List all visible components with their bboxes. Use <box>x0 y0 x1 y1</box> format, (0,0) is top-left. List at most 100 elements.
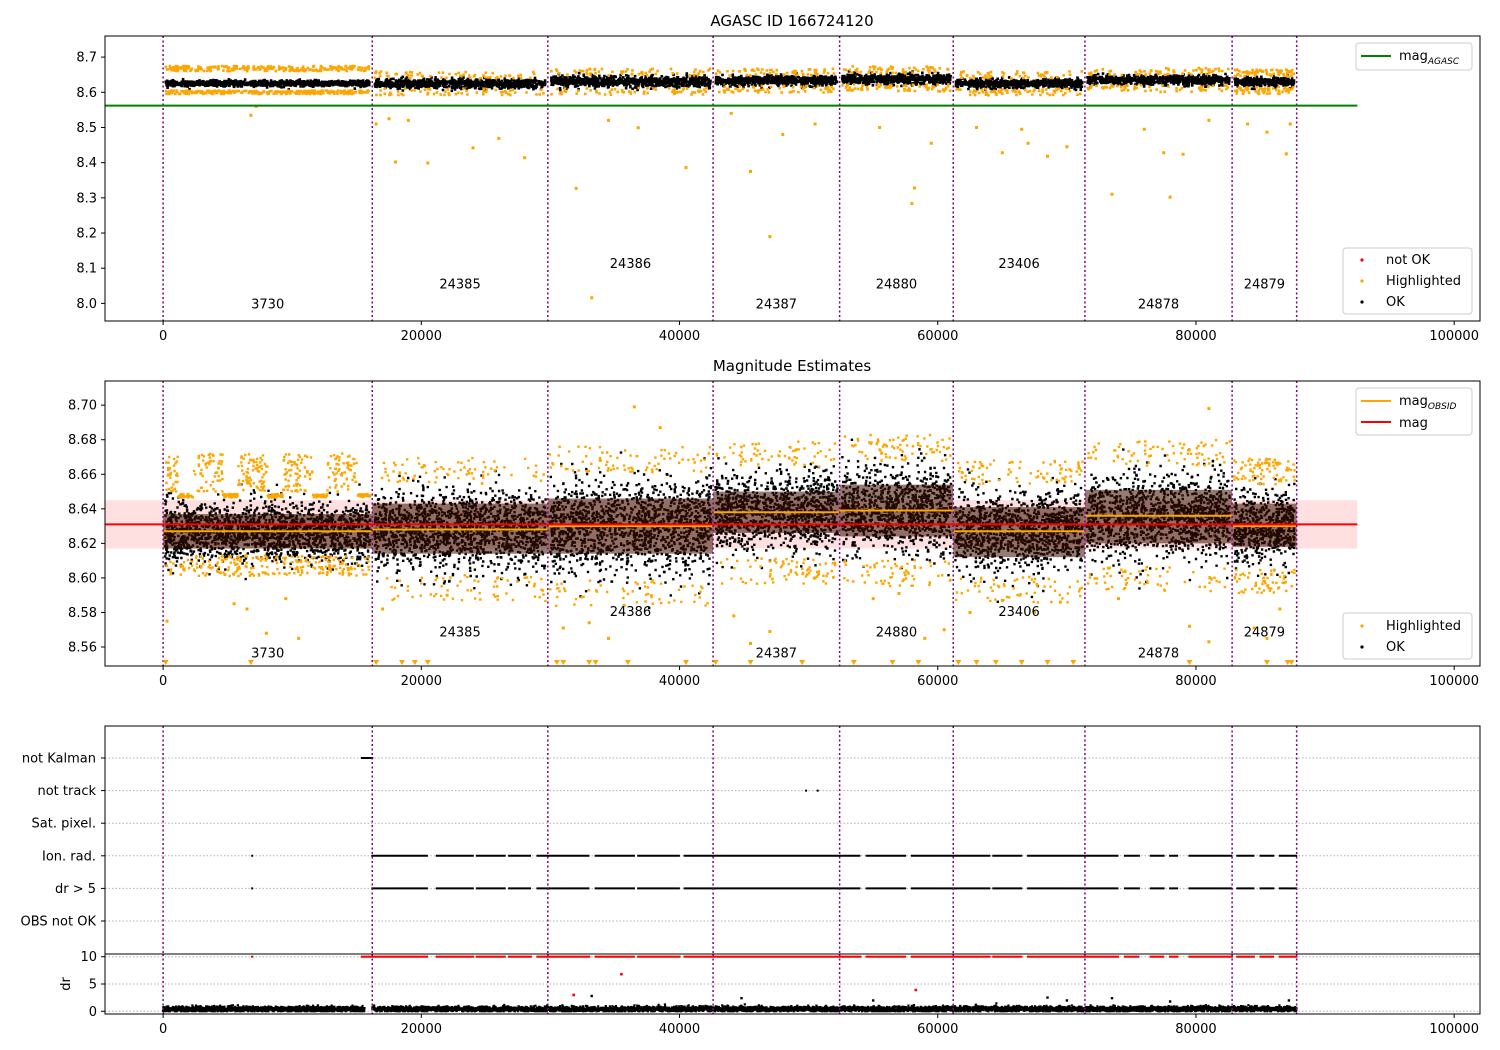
y-tick-label: 8.62 <box>68 537 97 552</box>
clipped-low-marker <box>592 660 599 665</box>
panel-magnitude-estimates-obsid-labels: 3730 24385 24386 24387 24880 23406 24878 24879 <box>251 605 1285 661</box>
legend-ok-label: OK <box>1386 295 1405 310</box>
panel-agasc-frame <box>104 35 1481 322</box>
panel-agasc-lines <box>105 36 1358 321</box>
y-tick-label: 8.66 <box>68 468 97 483</box>
x-tick-label: 20000 <box>401 674 442 689</box>
flag-label: dr > 5 <box>55 882 96 897</box>
clipped-low-marker <box>1284 660 1291 665</box>
obsid-label-23406: 23406 <box>998 605 1039 620</box>
y-tick-label: 8.5 <box>76 121 97 136</box>
clipped-low-marker <box>799 660 806 665</box>
panel-magnitude-estimates-title: Magnitude Estimates <box>713 357 871 375</box>
legend-not-ok-label: not OK <box>1386 253 1431 268</box>
panel-flags: not Kalman not track Sat. pixel. Ion. rad. d… <box>21 725 1481 955</box>
legend-mag-obsid-label: magOBSID <box>1399 394 1457 412</box>
y-tick-label: 8.7 <box>76 51 97 66</box>
y-tick-label: 8.60 <box>68 571 97 586</box>
y-tick-label: 10 <box>80 950 97 965</box>
dr-not-ok-outliers <box>572 972 918 997</box>
panel-dr-yaxis: 0 5 10 <box>80 950 105 1020</box>
panel-agasc: AGASC ID 166724120 3730 24385 24386 24387 24… <box>76 12 1481 344</box>
clipped-low-marker <box>373 660 380 665</box>
y-tick-label: 8.64 <box>68 502 97 517</box>
obsid-label-24879: 24879 <box>1244 626 1285 641</box>
dr-ok-points <box>162 1002 1298 1013</box>
clipped-low-marker <box>624 660 631 665</box>
legend-highlighted-swatch <box>1360 279 1364 283</box>
legend-ok-swatch-2 <box>1360 645 1364 649</box>
obsid-label-3730: 3730 <box>251 298 284 313</box>
legend-highlighted-label-2: Highlighted <box>1386 619 1461 634</box>
legend-agasc-points: not OK Highlighted OK <box>1342 247 1473 315</box>
panel-dr-grid <box>105 956 1480 1012</box>
flag-points-0 <box>360 757 374 759</box>
obsid-label-24387: 24387 <box>756 646 797 661</box>
obsid-label-24387: 24387 <box>756 298 797 313</box>
clipped-low-marker <box>1018 660 1025 665</box>
x-tick-label: 40000 <box>659 329 700 344</box>
y-tick-label: 8.4 <box>76 156 97 171</box>
y-tick-label: 0 <box>89 1005 97 1020</box>
flag-label: not track <box>37 784 96 799</box>
legend-agasc-line: magAGASC <box>1355 42 1473 71</box>
panel-dr: 0 5 10 0 20000 40000 60000 80000 100000 dr <box>59 950 1481 1037</box>
x-tick-label: 20000 <box>401 329 442 344</box>
flag-points-3 <box>251 854 1298 857</box>
clipped-low-marker <box>553 660 560 665</box>
legend-ok-swatch <box>1360 300 1364 304</box>
clipped-low-marker <box>712 660 719 665</box>
y-tick-label: 5 <box>89 978 97 993</box>
x-tick-label: 80000 <box>1175 1022 1216 1037</box>
flag-label: not Kalman <box>22 752 96 767</box>
clipped-low-marker <box>1186 660 1193 665</box>
ok-points <box>164 70 1296 93</box>
clipped-low-marker <box>560 660 567 665</box>
panel-agasc-title: AGASC ID 166724120 <box>710 12 873 30</box>
flag-label: OBS not OK <box>21 915 97 930</box>
clipped-low-marker <box>889 660 896 665</box>
legend-not-ok-swatch <box>1360 258 1364 262</box>
dr-clipped-points <box>251 955 1298 958</box>
x-tick-label: 0 <box>159 329 167 344</box>
obsid-label-24385: 24385 <box>439 277 480 292</box>
y-tick-label: 8.2 <box>76 227 97 242</box>
legend-magnitude-points: Highlighted OK <box>1342 612 1473 660</box>
obsid-label-24880: 24880 <box>876 626 917 641</box>
x-tick-label: 60000 <box>917 1022 958 1037</box>
obsid-label-24385: 24385 <box>439 626 480 641</box>
panel-flags-grid <box>105 757 1480 922</box>
clipped-low-marker <box>992 660 999 665</box>
panel-agasc-xaxis: 0 20000 40000 60000 80000 100000 <box>159 321 1479 344</box>
x-tick-label: 80000 <box>1175 674 1216 689</box>
panel-magnitude-estimates-yaxis: 8.56 8.58 8.60 8.62 8.64 8.66 8.68 8.70 <box>68 399 105 656</box>
x-tick-label: 0 <box>159 674 167 689</box>
x-tick-label: 80000 <box>1175 329 1216 344</box>
y-tick-label: 8.1 <box>76 262 97 277</box>
y-tick-label: 8.6 <box>76 86 97 101</box>
x-tick-label: 100000 <box>1429 674 1479 689</box>
panel-flags-points <box>251 757 1298 890</box>
obsid-label-24880: 24880 <box>876 277 917 292</box>
clipped-low-marker <box>973 660 980 665</box>
legend-highlighted-swatch-2 <box>1360 624 1364 628</box>
clipped-low-marker <box>747 660 754 665</box>
y-tick-label: 8.58 <box>68 606 97 621</box>
y-tick-label: 8.3 <box>76 191 97 206</box>
x-tick-label: 100000 <box>1429 1022 1479 1037</box>
clipped-low-marker <box>398 660 405 665</box>
clipped-low-marker <box>915 660 922 665</box>
obsid-label-24386: 24386 <box>610 257 651 272</box>
panel-dr-ylabel: dr <box>59 977 74 991</box>
clipped-low-marker <box>1044 660 1051 665</box>
obsid-label-3730: 3730 <box>251 646 284 661</box>
obsid-label-24878: 24878 <box>1138 646 1179 661</box>
panel-magnitude-estimates-lines <box>105 381 1358 666</box>
legend-mag-agasc-label: magAGASC <box>1399 49 1460 67</box>
clipped-low-marker <box>1070 660 1077 665</box>
x-tick-label: 60000 <box>917 674 958 689</box>
clipped-low-marker <box>682 660 689 665</box>
x-tick-label: 20000 <box>401 1022 442 1037</box>
x-tick-label: 40000 <box>659 1022 700 1037</box>
